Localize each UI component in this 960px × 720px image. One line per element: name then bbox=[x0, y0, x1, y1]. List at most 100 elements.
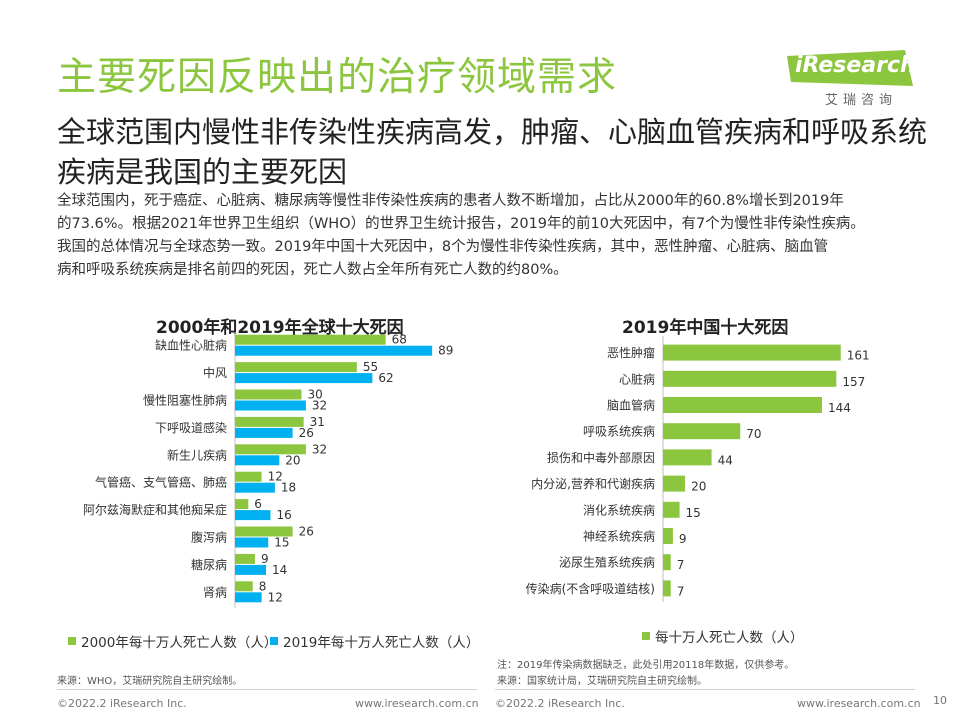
category-label: 脑血管病 bbox=[607, 398, 655, 413]
bar bbox=[235, 345, 433, 356]
page-subtitle: 全球范围内慢性非传染性疾病高发，肿瘤、心脑血管疾病和呼吸系统疾病是我国的主要死因 bbox=[57, 115, 928, 189]
bar-value-label: 12 bbox=[268, 590, 283, 604]
category-label: 心脏病 bbox=[619, 371, 655, 386]
category-label: 损伤和中毒外部原因 bbox=[547, 450, 655, 465]
bar-value-label: 6 bbox=[254, 497, 262, 511]
bar bbox=[663, 449, 712, 466]
legend-label-2000: 2000年每十万人死亡人数（人） bbox=[81, 635, 278, 651]
bar bbox=[235, 564, 267, 575]
category-label: 缺血性心脏病 bbox=[155, 338, 227, 353]
bar-value-label: 157 bbox=[842, 375, 865, 389]
bar-value-label: 7 bbox=[677, 584, 685, 598]
bar-value-label: 20 bbox=[285, 453, 300, 467]
china-chart-title: 2019年中国十大死因 bbox=[622, 318, 789, 338]
footer-url-left[interactable]: www.iresearch.com.cn bbox=[355, 697, 479, 710]
category-label: 中风 bbox=[203, 365, 227, 380]
summary-line: 全球范围内，死于癌症、心脏病、糖尿病等慢性非传染性疾病的患者人数不断增加，占比从… bbox=[57, 193, 844, 209]
category-label: 阿尔兹海默症和其他痴呆症 bbox=[83, 502, 227, 517]
global-source: 来源：WHO，艾瑞研究院自主研究绘制。 bbox=[57, 676, 243, 687]
category-label: 内分泌,营养和代谢疾病 bbox=[531, 476, 655, 491]
bar bbox=[663, 528, 673, 544]
legend-2019: 2019年每十万人死亡人数（人） bbox=[270, 631, 479, 651]
footer-divider-left bbox=[57, 689, 477, 690]
bar bbox=[663, 475, 686, 492]
category-label: 慢性阻塞性肺病 bbox=[143, 393, 227, 408]
bar bbox=[235, 389, 302, 400]
bar-value-label: 89 bbox=[438, 344, 453, 358]
legend-china: 每十万人死亡人数（人） bbox=[642, 626, 804, 646]
bar bbox=[235, 455, 280, 466]
bar bbox=[235, 471, 262, 482]
footer-copyright-right: ©2022.2 iResearch Inc. bbox=[495, 697, 625, 710]
category-label: 神经系统疾病 bbox=[583, 529, 655, 544]
summary-line: 的73.6%。根据2021年世界卫生组织（WHO）的世界卫生统计报告，2019年… bbox=[57, 216, 865, 232]
category-label: 肾病 bbox=[203, 584, 227, 599]
category-label: 糖尿病 bbox=[191, 557, 227, 572]
bar-value-label: 31 bbox=[310, 415, 325, 429]
summary-paragraph: 全球范围内，死于癌症、心脏病、糖尿病等慢性非传染性疾病的患者人数不断增加，占比从… bbox=[57, 190, 932, 282]
bar bbox=[663, 370, 837, 387]
bar-value-label: 12 bbox=[268, 470, 283, 484]
summary-line: 病和呼吸系统疾病是排名前四的死因，死亡人数占全年所有死亡人数的约80%。 bbox=[57, 262, 568, 278]
bar-value-label: 8 bbox=[259, 579, 267, 593]
page-number: 10 bbox=[933, 694, 947, 707]
legend-swatch-2000 bbox=[68, 637, 76, 645]
bar bbox=[235, 334, 386, 345]
bar bbox=[235, 553, 255, 564]
bar-value-label: 26 bbox=[299, 426, 314, 440]
category-label: 下呼吸道感染 bbox=[155, 420, 227, 435]
bar-value-label: 9 bbox=[261, 552, 269, 566]
bar-value-label: 15 bbox=[686, 506, 701, 520]
logo-wordmark: iResearch bbox=[795, 53, 916, 78]
bar bbox=[235, 416, 304, 427]
page-title: 主要死因反映出的治疗领域需求 bbox=[57, 55, 618, 100]
bar-value-label: 68 bbox=[392, 333, 407, 347]
china-source: 来源：国家统计局，艾瑞研究院自主研究绘制。 bbox=[497, 676, 707, 687]
category-label: 呼吸系统疾病 bbox=[583, 424, 655, 439]
category-label: 消化系统疾病 bbox=[583, 502, 655, 517]
iresearch-logo: iResearch 艾瑞咨询 bbox=[787, 50, 916, 108]
bar-value-label: 32 bbox=[312, 399, 327, 413]
bar-value-label: 70 bbox=[746, 427, 761, 441]
legend-swatch-2019 bbox=[270, 637, 278, 645]
legend-label-2019: 2019年每十万人死亡人数（人） bbox=[283, 635, 480, 651]
bar-value-label: 14 bbox=[272, 563, 287, 577]
bar-value-label: 15 bbox=[274, 536, 289, 550]
category-label: 传染病(不含呼吸道结核) bbox=[526, 581, 655, 596]
bar bbox=[663, 580, 671, 597]
bar bbox=[663, 397, 822, 413]
bar bbox=[235, 526, 293, 537]
footer-divider-right bbox=[495, 689, 915, 690]
bar bbox=[235, 499, 249, 510]
category-label: 气管癌、支气管癌、肺癌 bbox=[95, 475, 227, 490]
category-label: 腹泻病 bbox=[191, 530, 227, 545]
bar bbox=[235, 482, 275, 493]
bar-value-label: 62 bbox=[378, 371, 393, 385]
bar-value-label: 18 bbox=[281, 481, 296, 495]
bar-value-label: 16 bbox=[276, 508, 291, 522]
bar-value-label: 7 bbox=[677, 558, 685, 572]
bar bbox=[235, 510, 271, 521]
bar bbox=[235, 362, 357, 373]
bar-value-label: 44 bbox=[718, 453, 733, 467]
footer-copyright-left: ©2022.2 iResearch Inc. bbox=[57, 697, 187, 710]
bar-value-label: 20 bbox=[691, 480, 706, 494]
bar bbox=[663, 344, 841, 361]
bar bbox=[663, 501, 680, 518]
bar-value-label: 9 bbox=[679, 532, 687, 546]
legend-2000: 2000年每十万人死亡人数（人） bbox=[68, 631, 277, 651]
legend-label-china: 每十万人死亡人数（人） bbox=[655, 630, 804, 646]
bar-value-label: 32 bbox=[312, 442, 327, 456]
bar bbox=[235, 373, 373, 384]
bar bbox=[235, 444, 306, 455]
bar bbox=[235, 581, 253, 592]
bar-value-label: 26 bbox=[299, 525, 314, 539]
bar bbox=[235, 427, 293, 438]
footer-url-right[interactable]: www.iresearch.com.cn bbox=[797, 697, 921, 710]
bar-value-label: 55 bbox=[363, 360, 378, 374]
category-label: 泌尿生殖系统疾病 bbox=[559, 555, 655, 570]
bar bbox=[663, 423, 741, 440]
bar bbox=[235, 400, 306, 411]
bar bbox=[235, 592, 262, 603]
